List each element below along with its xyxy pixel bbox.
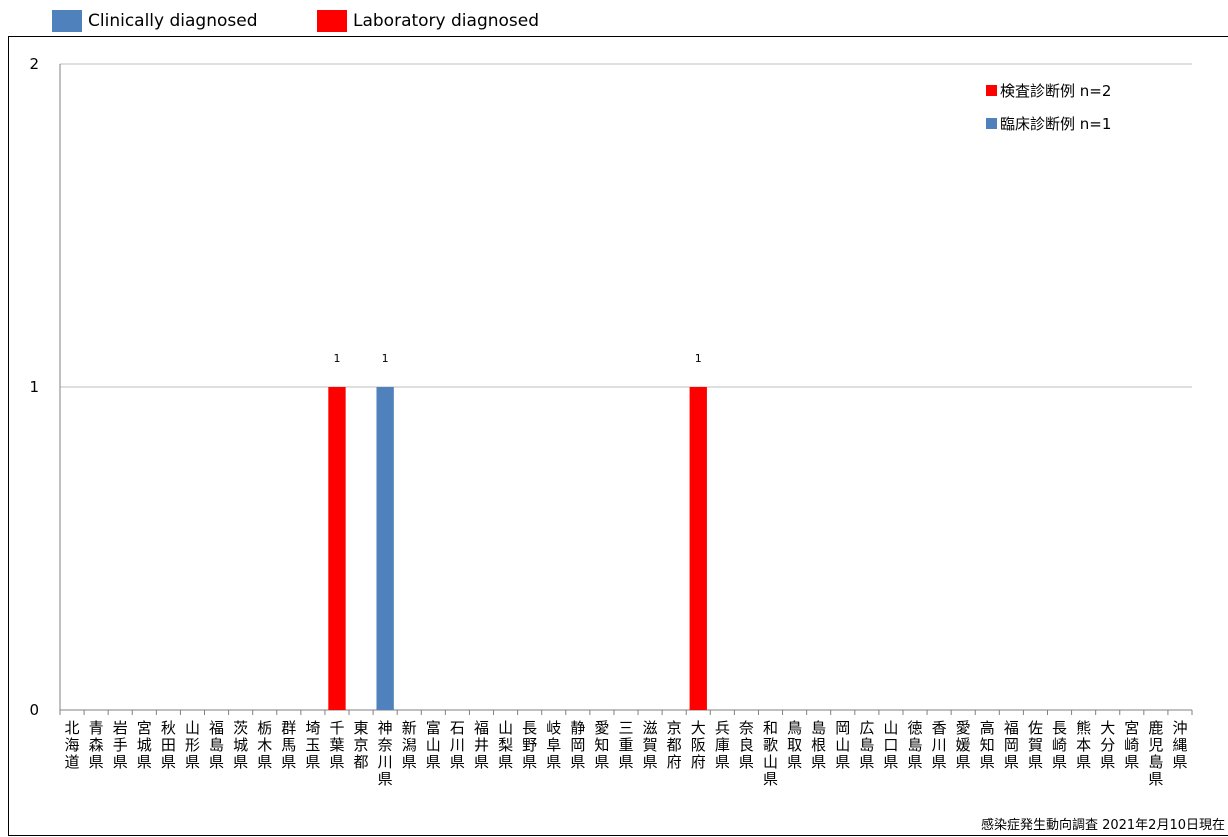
x-tick-label: 佐賀県 bbox=[1028, 719, 1043, 771]
x-tick-label: 長崎県 bbox=[1052, 719, 1067, 771]
x-tick-label: 新潟県 bbox=[402, 719, 417, 771]
x-tick-label: 青森県 bbox=[89, 719, 104, 771]
x-tick-label: 香川県 bbox=[932, 719, 947, 771]
x-tick-label: 富山県 bbox=[426, 719, 441, 771]
x-tick-label: 岡山県 bbox=[835, 719, 850, 771]
data-label: 1 bbox=[333, 352, 340, 365]
x-tick-label: 沖縄県 bbox=[1172, 719, 1187, 771]
x-tick-label: 兵庫県 bbox=[715, 719, 730, 771]
x-tick-label: 宮城県 bbox=[137, 719, 152, 771]
x-tick-label: 愛知県 bbox=[594, 719, 609, 771]
data-label: 1 bbox=[382, 352, 389, 365]
legend-swatch-clinical bbox=[52, 10, 82, 32]
x-tick-label: 石川県 bbox=[450, 719, 465, 771]
chart-frame: 0 1 2 1 1 1 北海道 青森県 岩手県 宮城県 秋田県 山形県 福島県 茨城県 栃木県 群馬県 埼玉県千… bbox=[8, 36, 1228, 836]
x-tick-label: 埼玉県 bbox=[305, 719, 320, 771]
x-tick-label: 静岡県 bbox=[570, 719, 585, 771]
x-tick-label: 滋賀県 bbox=[643, 719, 658, 771]
x-tick-label: 岩手県 bbox=[113, 719, 128, 771]
legend-label-clinical: Clinically diagnosed bbox=[88, 11, 258, 31]
x-tick-label: 島根県 bbox=[811, 719, 826, 771]
x-tick-label: 岐阜県 bbox=[546, 719, 561, 771]
x-tick-label: 福岡県 bbox=[1004, 719, 1019, 771]
x-tick-label: 徳島県 bbox=[908, 719, 923, 771]
bar bbox=[328, 387, 346, 710]
x-tick-label: 鳥取県 bbox=[787, 719, 802, 771]
legend-label: 検査診断例 n=2 bbox=[1000, 82, 1111, 100]
x-tick-label: 栃木県 bbox=[257, 719, 272, 771]
x-tick-label: 三重県 bbox=[618, 719, 633, 771]
legend-swatch-laboratory bbox=[317, 10, 347, 32]
x-tick-label: 宮崎県 bbox=[1124, 719, 1139, 771]
x-tick-label: 福井県 bbox=[474, 719, 489, 771]
x-tick-label: 神奈川県 bbox=[378, 719, 393, 788]
legend-label: 臨床診断例 n=1 bbox=[1000, 115, 1111, 133]
y-tick-label: 0 bbox=[29, 701, 39, 719]
x-tick-label: 山口県 bbox=[883, 719, 898, 771]
x-tick-label: 広島県 bbox=[859, 719, 874, 771]
x-tick-label: 東京都 bbox=[354, 719, 369, 771]
x-tick-label: 愛媛県 bbox=[956, 719, 971, 771]
x-tick-label: 長野県 bbox=[522, 719, 537, 771]
source-footnote: 感染症発生動向調査 2021年2月10日現在 bbox=[980, 818, 1225, 833]
legend-swatch bbox=[986, 85, 997, 96]
legend-swatch bbox=[986, 118, 997, 129]
x-tick-label: 茨城県 bbox=[233, 719, 248, 771]
x-tick-label: 大分県 bbox=[1100, 719, 1115, 771]
x-tick-label: 山形県 bbox=[185, 719, 200, 771]
x-tick-label: 群馬県 bbox=[281, 719, 296, 771]
bar bbox=[376, 387, 394, 710]
y-tick-label: 1 bbox=[29, 378, 39, 396]
legend-label-laboratory: Laboratory diagnosed bbox=[353, 11, 540, 31]
x-tick-label: 熊本県 bbox=[1076, 719, 1091, 771]
x-tick-label: 和歌山県 bbox=[763, 719, 778, 788]
outer-legend: Clinically diagnosed Laboratory diagnose… bbox=[0, 0, 1228, 36]
y-tick-label: 2 bbox=[29, 55, 39, 73]
x-tick-label: 鹿児島県 bbox=[1148, 719, 1163, 788]
x-tick-label: 福島県 bbox=[209, 719, 224, 771]
x-tick-label: 山梨県 bbox=[498, 719, 513, 771]
x-tick-label: 京都府 bbox=[667, 719, 682, 771]
x-tick-label: 北海道 bbox=[65, 719, 80, 771]
x-tick-label: 秋田県 bbox=[161, 719, 176, 771]
data-label: 1 bbox=[695, 352, 702, 365]
x-tick-label: 大阪府 bbox=[691, 719, 706, 771]
x-tick-label: 千葉県 bbox=[329, 719, 344, 771]
bar-chart: 0 1 2 1 1 1 北海道青森県岩手県宮城県秋田県山形県福島県茨城県栃木県群馬県埼玉県千… bbox=[29, 55, 1193, 788]
x-tick-label: 高知県 bbox=[980, 719, 995, 771]
x-tick-label: 奈良県 bbox=[739, 719, 754, 771]
bar bbox=[689, 387, 707, 710]
